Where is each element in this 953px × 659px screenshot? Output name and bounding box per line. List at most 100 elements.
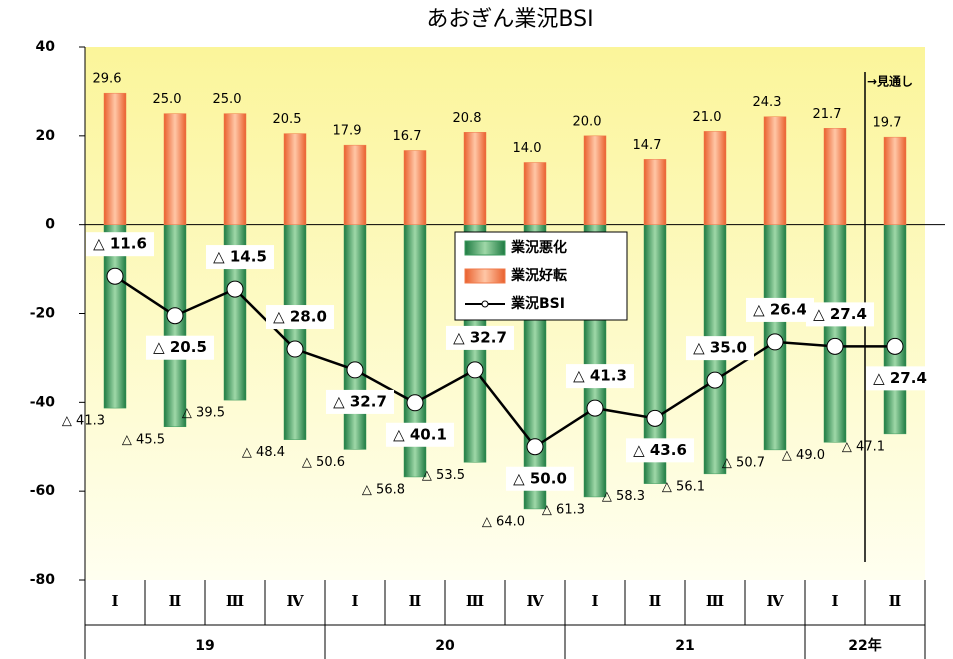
bar: [883, 136, 907, 225]
data-label: 14.0: [513, 141, 542, 156]
bar: [343, 224, 367, 450]
label-box: [86, 232, 154, 257]
x-tick-label: Ⅱ: [169, 592, 182, 610]
x-tick-label: Ⅱ: [409, 592, 422, 610]
group-label: 19: [195, 638, 214, 654]
line-marker: [586, 399, 604, 417]
bar: [343, 144, 367, 225]
label-box: [206, 245, 274, 270]
bar: [283, 224, 307, 440]
data-label: △ 20.5: [153, 338, 207, 356]
legend-label: 業況悪化: [510, 239, 567, 256]
data-label: △ 43.6: [633, 441, 687, 459]
line: [114, 275, 895, 449]
line-marker: [706, 371, 724, 389]
x-tick-label: Ⅲ: [706, 592, 724, 610]
label-box: [566, 364, 634, 389]
line-marker: [346, 361, 364, 379]
legend-swatch: [464, 268, 506, 284]
data-label: △ 28.0: [273, 308, 327, 326]
data-label: 29.6: [93, 72, 122, 87]
x-tick-label: Ⅰ: [831, 592, 838, 610]
data-label: 24.3: [753, 95, 782, 110]
data-label: 20.5: [273, 112, 302, 127]
bar: [883, 224, 907, 435]
x-tick-label: Ⅳ: [766, 592, 784, 610]
bar: [823, 224, 847, 443]
y-tick-label: 40: [36, 39, 56, 55]
data-label: △ 40.1: [393, 425, 447, 443]
line-marker: [886, 337, 904, 355]
annotation: →見通し: [867, 74, 913, 89]
data-label: 14.7: [633, 138, 662, 153]
line-marker: [646, 409, 664, 427]
label-box: [446, 325, 514, 350]
data-label: △ 26.4: [753, 300, 807, 318]
line-marker: [766, 333, 784, 351]
bar: [643, 159, 667, 225]
group-label: 22年: [848, 637, 881, 654]
x-tick-label: Ⅰ: [351, 592, 358, 610]
data-label: △ 47.1: [842, 439, 885, 454]
data-label: 25.0: [213, 92, 242, 107]
data-label: 20.0: [573, 114, 602, 129]
bar: [823, 128, 847, 225]
data-label: △ 35.0: [693, 339, 747, 357]
y-tick-label: -80: [30, 572, 56, 588]
data-label: 19.7: [873, 116, 902, 131]
bar: [283, 133, 307, 225]
data-label: △ 32.7: [333, 392, 387, 410]
data-label: 21.7: [813, 107, 842, 122]
y-tick-label: 20: [36, 128, 56, 144]
bar: [103, 92, 127, 225]
x-tick-label: Ⅱ: [889, 592, 902, 610]
x-tick-label: Ⅳ: [526, 592, 544, 610]
line-marker: [826, 337, 844, 355]
data-label: △ 27.4: [813, 305, 867, 323]
bar: [163, 224, 187, 428]
y-tick-label: -60: [30, 483, 56, 499]
data-label: △ 56.8: [362, 482, 405, 497]
line-marker: [286, 340, 304, 358]
data-label: △ 50.6: [302, 455, 345, 470]
y-tick-label: -20: [30, 306, 56, 322]
data-label: △ 48.4: [242, 445, 285, 460]
data-label: 21.0: [693, 110, 722, 125]
line-marker: [526, 438, 544, 456]
label-box: [266, 305, 334, 330]
label-box: [386, 422, 454, 447]
bar: [703, 131, 727, 225]
bar: [583, 135, 607, 225]
x-tick-label: Ⅳ: [286, 592, 304, 610]
bar: [763, 116, 787, 225]
label-box: [326, 389, 394, 414]
data-label: △ 45.5: [122, 432, 165, 447]
bar: [523, 162, 547, 225]
data-label: △ 14.5: [213, 248, 267, 266]
label-box: [626, 438, 694, 463]
x-tick-label: Ⅰ: [111, 592, 118, 610]
x-tick-label: Ⅲ: [226, 592, 244, 610]
data-label: △ 58.3: [602, 489, 645, 504]
data-label: △ 56.1: [662, 479, 705, 494]
data-label: △ 61.3: [542, 502, 585, 517]
line-marker: [106, 267, 124, 285]
line-marker: [466, 361, 484, 379]
x-tick-label: Ⅰ: [591, 592, 598, 610]
group-label: 20: [435, 638, 455, 654]
data-label: △ 41.3: [62, 414, 105, 429]
y-tick-label: -40: [30, 394, 56, 410]
legend-marker: [481, 300, 489, 308]
data-label: △ 32.7: [453, 328, 507, 346]
data-label: 20.8: [453, 111, 482, 126]
data-label: 17.9: [333, 124, 362, 139]
label-box: [506, 466, 574, 491]
data-label: △ 11.6: [93, 235, 147, 253]
data-label: 25.0: [153, 92, 182, 107]
data-label: △ 41.3: [573, 367, 627, 385]
data-label: △ 50.0: [513, 469, 567, 487]
data-label: 16.7: [393, 129, 422, 144]
data-label: △ 53.5: [422, 468, 465, 483]
legend-label: 業況好転: [510, 267, 567, 284]
